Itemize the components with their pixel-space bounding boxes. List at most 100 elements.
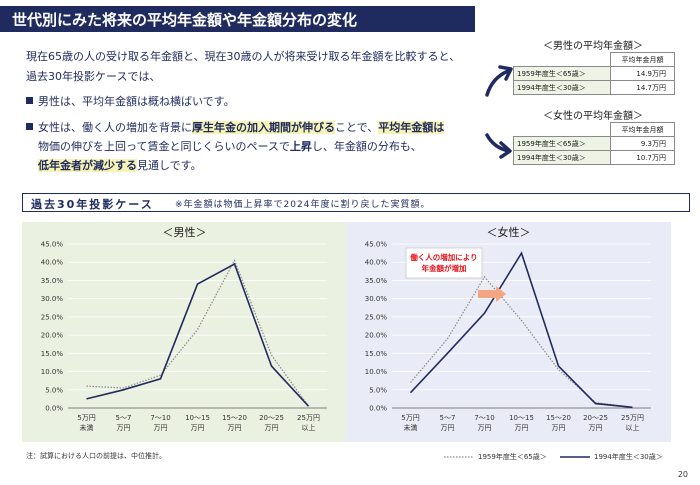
male-chart-title: ＜男性＞ bbox=[163, 225, 207, 239]
bullet-square-icon bbox=[26, 123, 33, 130]
legend-solid-label: 1994年度生＜30歳＞ bbox=[594, 453, 663, 461]
female-chart-x-tick-label: 以上 bbox=[626, 423, 640, 432]
female-chart-x-tick-label: 5万円 bbox=[401, 414, 419, 422]
male-chart-y-tick-label: 25.0% bbox=[41, 313, 64, 321]
male-chart-x-tick-label: 万円 bbox=[117, 424, 131, 432]
male-chart-y-tick-label: 15.0% bbox=[41, 350, 64, 358]
female-chart-x-tick-label: 10～15 bbox=[509, 414, 534, 422]
male-chart-y-tick-label: 35.0% bbox=[41, 277, 64, 285]
highlight-average-amount: 平均年金額は bbox=[378, 121, 445, 134]
female-chart-x-tick-label: 万円 bbox=[552, 424, 566, 432]
legend-dotted-swatch bbox=[444, 456, 474, 458]
male-chart-y-tick-label: 40.0% bbox=[41, 259, 64, 267]
male-table-header: 平均年金月額 bbox=[610, 52, 675, 67]
male-chart-panel: ＜男性＞ 0.0% 5.0% 10.0% 15.0% 20.0% 25.0% 30.0% 35.… bbox=[22, 222, 347, 442]
male-chart-x-tick-label: 20～25 bbox=[259, 414, 284, 422]
female-chart-x-tick-label: 20～25 bbox=[583, 414, 608, 422]
male-chart-x-tick-label: 万円 bbox=[228, 424, 242, 432]
bullet-square-icon bbox=[26, 97, 33, 104]
female-chart-background bbox=[346, 222, 671, 442]
male-arrow-icon bbox=[485, 65, 513, 97]
table-row: 1959年度生＜65歳＞ 14.9万円 bbox=[513, 66, 675, 81]
female-table-title: ＜女性の平均年金額＞ bbox=[543, 111, 643, 122]
male-chart-x-tick-label: 10～15 bbox=[185, 414, 210, 422]
male-chart-x-tick-label: 5万円 bbox=[77, 414, 95, 422]
intro-line-1: 現在65歳の人の受け取る年金額と、現在30歳の人が将来受け取る年金額を比較すると… bbox=[26, 50, 461, 63]
female-chart-x-tick-label: 5～7 bbox=[440, 414, 456, 422]
bullet-female-text-4: し、年金額の分布も、 bbox=[311, 140, 422, 153]
female-chart-annotation-arrow-icon bbox=[478, 286, 506, 302]
bullet-male: 男性は、平均年金額は概ね横ばいです。 bbox=[26, 92, 235, 111]
female-chart-annotation-text: 年金額が増加 bbox=[422, 263, 467, 273]
male-table-title: ＜男性の平均年金額＞ bbox=[543, 41, 643, 52]
male-chart-x-tick-label: 5～7 bbox=[116, 414, 132, 422]
male-chart-x-tick-label: 万円 bbox=[191, 424, 205, 432]
female-chart-x-tick-label: 万円 bbox=[478, 424, 492, 432]
female-chart-y-tick-label: 10.0% bbox=[365, 368, 388, 376]
male-chart-y-tick-label: 0.0% bbox=[45, 405, 63, 413]
female-chart-y-tick-label: 25.0% bbox=[365, 313, 388, 321]
male-average-table: 平均年金月額 1959年度生＜65歳＞ 14.9万円 1994年度生＜30歳＞ 14… bbox=[513, 52, 675, 95]
table-row: 1994年度生＜30歳＞ 14.7万円 bbox=[513, 80, 675, 95]
legend-dotted-label: 1959年度生＜65歳＞ bbox=[478, 453, 547, 461]
male-chart-x-tick-label: 7～10 bbox=[150, 414, 170, 422]
bullet-female-text-5: 見通しです。 bbox=[137, 159, 202, 172]
male-chart-x-tick-label: 未満 bbox=[80, 423, 94, 432]
footnote: 注：試算における人口の前提は、中位推計。 bbox=[26, 452, 166, 460]
female-chart-panel: ＜女性＞ 0.0% 5.0% 10.0% 15.0% 20.0% 25.0% 30.0% 35.… bbox=[346, 222, 671, 442]
bullet-female: 女性は、働く人の増加を背景に厚生年金の加入期間が伸びることで、平均年金額は 物価… bbox=[26, 118, 445, 175]
male-chart-x-tick-label: 25万円 bbox=[297, 414, 320, 422]
page-title: 世代別にみた将来の平均年金額や年金額分布の変化 bbox=[12, 11, 358, 29]
male-chart-x-tick-label: 万円 bbox=[154, 424, 168, 432]
male-chart-y-tick-label: 10.0% bbox=[41, 368, 64, 376]
female-chart-y-tick-label: 15.0% bbox=[365, 350, 388, 358]
male-chart-y-tick-label: 5.0% bbox=[45, 386, 63, 394]
female-chart-x-tick-label: 15～20 bbox=[546, 414, 571, 422]
section-title: 過去30年投影ケース bbox=[31, 198, 154, 211]
page-number: 20 bbox=[677, 470, 688, 479]
female-chart-y-tick-label: 30.0% bbox=[365, 295, 388, 303]
female-chart-title: ＜女性＞ bbox=[487, 225, 531, 239]
female-chart-y-tick-label: 5.0% bbox=[369, 386, 387, 394]
female-chart-x-tick-label: 未満 bbox=[404, 423, 418, 432]
title-bar: 世代別にみた将来の平均年金額や年金額分布の変化 bbox=[0, 6, 475, 32]
intro-line-2: 過去30年投影ケースでは、 bbox=[26, 70, 161, 83]
female-chart-y-tick-label: 45.0% bbox=[365, 241, 388, 249]
male-chart-y-tick-label: 30.0% bbox=[41, 295, 64, 303]
female-chart-y-tick-label: 35.0% bbox=[365, 277, 388, 285]
legend-solid-swatch bbox=[560, 456, 590, 458]
bullet-female-text-2: ことで、 bbox=[335, 121, 379, 134]
highlight-low-pension-decrease: 低年金者が減少する bbox=[38, 159, 137, 172]
male-chart-background bbox=[22, 222, 347, 442]
male-chart-y-tick-label: 20.0% bbox=[41, 332, 64, 340]
intro-text: 現在65歳の人の受け取る年金額と、現在30歳の人が将来受け取る年金額を比較すると… bbox=[26, 47, 508, 87]
male-chart-x-tick-label: 15～20 bbox=[222, 414, 247, 422]
female-chart: ＜女性＞ 0.0% 5.0% 10.0% 15.0% 20.0% 25.0% 30.0% 35.… bbox=[346, 222, 671, 442]
male-chart-x-tick-label: 万円 bbox=[265, 424, 279, 432]
male-chart-series-solid-line bbox=[86, 262, 310, 407]
female-chart-x-tick-label: 7～10 bbox=[474, 414, 494, 422]
male-chart-series-dotted-line bbox=[86, 258, 309, 407]
male-chart-x-tick-label: 以上 bbox=[302, 423, 316, 432]
table-row: 1959年度生＜65歳＞ 9.3万円 bbox=[513, 136, 675, 151]
female-chart-y-tick-label: 20.0% bbox=[365, 332, 388, 340]
bullet-female-text-1: 女性は、働く人の増加を背景に bbox=[38, 121, 192, 134]
female-chart-annotation-box bbox=[405, 247, 483, 279]
bold-rise: 上昇 bbox=[289, 140, 312, 153]
female-average-table: 平均年金月額 1959年度生＜65歳＞ 9.3万円 1994年度生＜30歳＞ 10.… bbox=[513, 122, 675, 165]
female-chart-x-tick-label: 25万円 bbox=[621, 414, 644, 422]
female-chart-y-tick-label: 0.0% bbox=[369, 405, 387, 413]
table-row: 1994年度生＜30歳＞ 10.7万円 bbox=[513, 150, 675, 165]
highlight-kosei-period: 厚生年金の加入期間が伸びる bbox=[192, 121, 335, 134]
bullet-male-text: 男性は、平均年金額は概ね横ばいです。 bbox=[38, 95, 235, 108]
bullet-female-text-3: 物価の伸びを上回って賃金と同じくらいのペースで bbox=[38, 140, 290, 153]
male-chart-y-tick-label: 45.0% bbox=[41, 241, 64, 249]
female-chart-x-tick-label: 万円 bbox=[515, 424, 529, 432]
female-chart-series-solid-line bbox=[409, 251, 633, 409]
female-chart-y-tick-label: 40.0% bbox=[365, 259, 388, 267]
male-chart: ＜男性＞ 0.0% 5.0% 10.0% 15.0% 20.0% 25.0% 30.0% 35.… bbox=[22, 222, 347, 442]
female-chart-annotation-text: 働く人の増加により bbox=[409, 252, 477, 262]
female-arrow-icon bbox=[485, 133, 512, 159]
female-chart-x-tick-label: 万円 bbox=[589, 424, 603, 432]
section-bar: 過去30年投影ケース ※年金額は物価上昇率で2024年度に割り戻した実質額。 bbox=[22, 193, 690, 212]
